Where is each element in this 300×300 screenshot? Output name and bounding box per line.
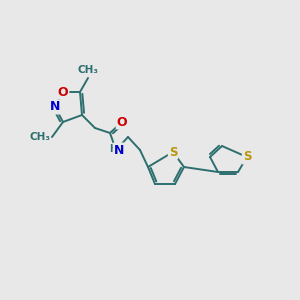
- Text: S: S: [243, 151, 251, 164]
- Text: N: N: [114, 143, 124, 157]
- Text: CH₃: CH₃: [29, 132, 50, 142]
- Text: S: S: [169, 146, 177, 158]
- Text: CH₃: CH₃: [77, 65, 98, 75]
- Text: H: H: [109, 144, 117, 154]
- Text: N: N: [50, 100, 60, 113]
- Text: O: O: [58, 85, 68, 98]
- Text: O: O: [117, 116, 127, 128]
